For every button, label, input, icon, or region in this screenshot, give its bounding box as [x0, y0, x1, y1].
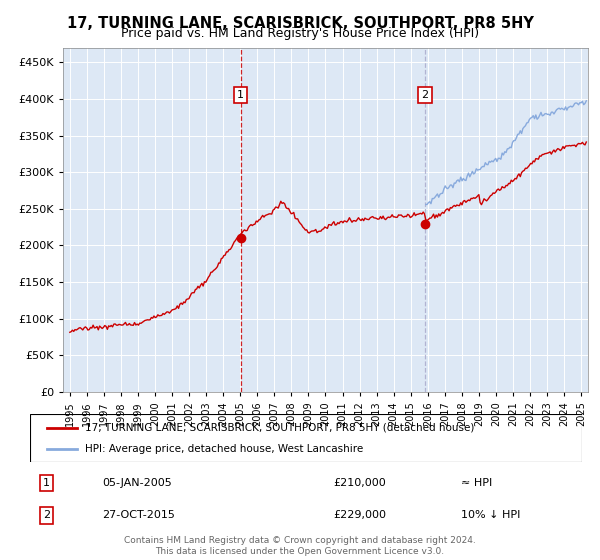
Text: 1: 1 [43, 478, 50, 488]
Text: Price paid vs. HM Land Registry's House Price Index (HPI): Price paid vs. HM Land Registry's House … [121, 27, 479, 40]
Text: ≈ HPI: ≈ HPI [461, 478, 492, 488]
Text: 17, TURNING LANE, SCARISBRICK, SOUTHPORT, PR8 5HY: 17, TURNING LANE, SCARISBRICK, SOUTHPORT… [67, 16, 533, 31]
Text: 10% ↓ HPI: 10% ↓ HPI [461, 510, 520, 520]
Text: £210,000: £210,000 [334, 478, 386, 488]
Text: 2: 2 [43, 510, 50, 520]
Text: 17, TURNING LANE, SCARISBRICK, SOUTHPORT, PR8 5HY (detached house): 17, TURNING LANE, SCARISBRICK, SOUTHPORT… [85, 423, 475, 433]
Text: £229,000: £229,000 [334, 510, 386, 520]
Text: 05-JAN-2005: 05-JAN-2005 [102, 478, 172, 488]
Text: 1: 1 [237, 90, 244, 100]
Text: 27-OCT-2015: 27-OCT-2015 [102, 510, 175, 520]
Text: Contains HM Land Registry data © Crown copyright and database right 2024.
This d: Contains HM Land Registry data © Crown c… [124, 536, 476, 556]
Text: 2: 2 [421, 90, 428, 100]
Text: HPI: Average price, detached house, West Lancashire: HPI: Average price, detached house, West… [85, 444, 364, 454]
